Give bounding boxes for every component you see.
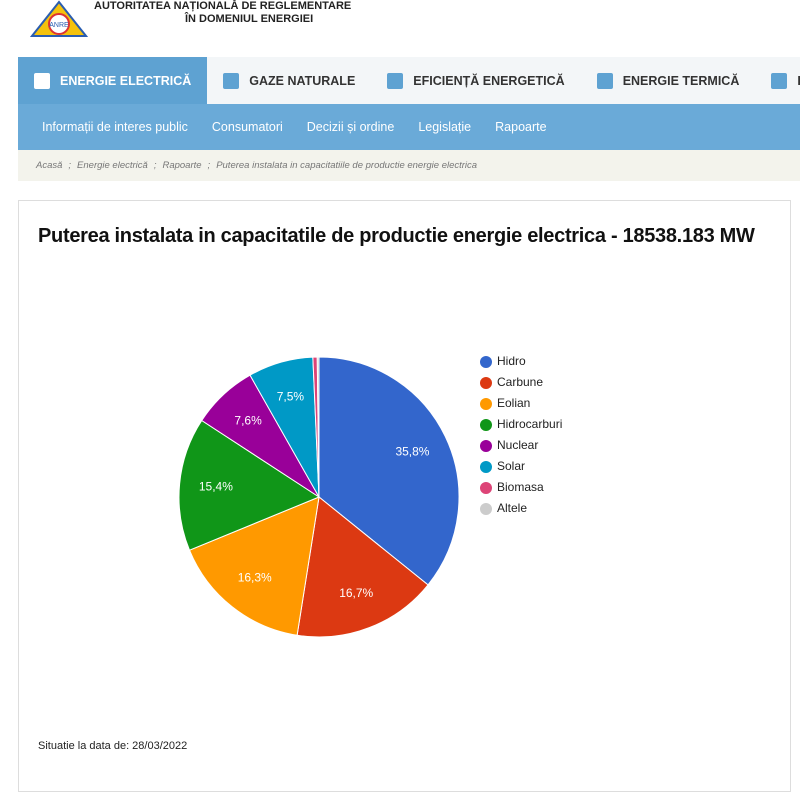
value-label: 15,4% (199, 479, 233, 493)
nav-tab[interactable]: GAZE NATURALE (207, 57, 371, 104)
tab-icon (596, 72, 613, 89)
value-label: 16,3% (238, 570, 272, 584)
breadcrumb-item[interactable]: Energie electrică (77, 160, 148, 171)
value-label: 7,5% (277, 390, 305, 404)
legend-label: Nuclear (497, 438, 538, 452)
legend-swatch (480, 440, 492, 452)
logo-text: ANRE (49, 22, 69, 29)
tab-icon (771, 72, 788, 89)
org-name: ÎN DOMENIUL ENERGIEI (185, 13, 314, 25)
tab-label: INFO CONSU (797, 73, 800, 88)
pie-slice (318, 356, 460, 586)
breadcrumb-separator: ; (153, 160, 157, 171)
logo: ANRE (30, 0, 88, 37)
legend-swatch (480, 398, 492, 410)
legend-swatch (480, 356, 492, 368)
tab-icon (34, 72, 50, 89)
tab-label: ENERGIE ELECTRICĂ (60, 73, 192, 88)
nav-tab[interactable]: ENERGIE ELECTRICĂ (18, 57, 208, 104)
breadcrumb-separator: ; (68, 160, 72, 171)
value-label: 16,7% (339, 586, 373, 600)
main-nav: ENERGIE ELECTRICĂ GAZE NATURALE EFICIENȚĂ … (18, 57, 800, 104)
breadcrumb-item: Puterea instalata in capacitatiile de pr… (216, 160, 478, 171)
nav-tab[interactable]: EFICIENȚĂ ENERGETICĂ (371, 57, 580, 104)
tab-icon (387, 72, 404, 89)
sub-nav-link[interactable]: Rapoarte (495, 120, 547, 134)
sub-nav-link[interactable]: Informații de interes public (42, 120, 188, 134)
chart-title: Puterea instalata in capacitatile de pro… (38, 225, 755, 247)
tab-label: EFICIENȚĂ ENERGETICĂ (413, 73, 565, 88)
value-label: 7,6% (234, 414, 262, 428)
nav-tab[interactable]: INFO CONSU (755, 57, 800, 104)
breadcrumb-item[interactable]: Rapoarte (162, 160, 202, 171)
legend-swatch (480, 461, 492, 473)
legend-swatch (480, 419, 492, 431)
breadcrumb-item[interactable]: Acasă (36, 160, 63, 171)
legend-label: Altele (497, 501, 527, 515)
nav-tab[interactable]: ENERGIE TERMICĂ (581, 57, 756, 104)
sub-nav-link[interactable]: Legislație (418, 120, 472, 134)
legend-label: Eolian (497, 396, 530, 410)
tab-label: GAZE NATURALE (249, 73, 356, 88)
footnote: Situatie la data de: 28/03/2022 (38, 740, 188, 752)
sub-nav-link[interactable]: Decizii și ordine (306, 120, 395, 134)
pie-slice (188, 496, 320, 636)
org-name: AUTORITATEA NAȚIONALĂ DE REGLEMENTARE (94, 0, 352, 12)
value-label: 35,8% (395, 444, 429, 458)
pie-slice (296, 496, 429, 638)
legend-label: Solar (497, 459, 525, 473)
sub-nav-link[interactable]: Consumatori (211, 120, 283, 134)
legend-label: Carbune (497, 375, 543, 389)
pie-slice (178, 419, 321, 551)
legend-label: Hidrocarburi (497, 417, 562, 431)
tab-label: ENERGIE TERMICĂ (622, 73, 740, 88)
legend-label: Hidro (497, 354, 526, 368)
breadcrumb-separator: ; (207, 160, 211, 171)
legend-swatch (480, 503, 492, 515)
legend-swatch (480, 377, 492, 389)
tab-icon (223, 72, 240, 89)
legend-label: Biomasa (497, 480, 544, 494)
breadcrumb: Acasă; Energie electrică; Rapoarte; Puterea… (18, 150, 800, 181)
pie-slice (316, 356, 320, 498)
legend-swatch (480, 482, 492, 494)
sub-nav: Informații de interes public Consumatori D… (18, 104, 800, 150)
